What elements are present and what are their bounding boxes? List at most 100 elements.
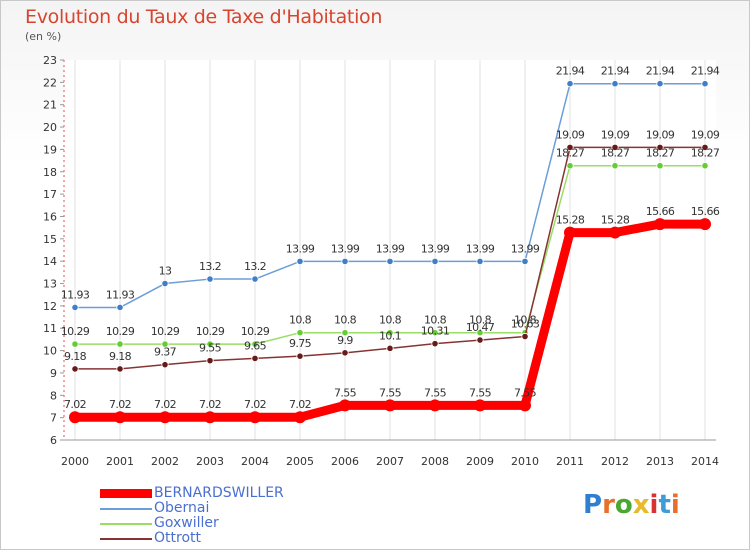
point-goxwiller-2011: [566, 162, 574, 170]
legend-label-goxwiller: Goxwiller: [154, 515, 219, 531]
x-tick-label-2009: 2009: [466, 455, 494, 468]
point-ottrott-2005: [296, 352, 304, 360]
legend-item-obernai: Obernai: [100, 501, 284, 516]
y-tick-label-10: 10: [43, 345, 57, 358]
data-label-obernai-2009: 13.99: [466, 242, 495, 255]
point-bernardswiller-2011: [564, 226, 576, 239]
legend-swatch-goxwiller: [100, 522, 152, 525]
x-tick-label-2014: 2014: [691, 455, 719, 468]
point-bernardswiller-2000: [69, 411, 81, 424]
y-tick-label-23: 23: [43, 54, 57, 67]
point-ottrott-2011: [566, 143, 574, 151]
unit-label: (en %): [25, 30, 62, 43]
chart-title: Evolution du Taux de Taxe d'Habitation: [25, 6, 383, 28]
data-label-bernardswiller-2013: 15.66: [646, 205, 675, 218]
x-tick-label-2002: 2002: [151, 455, 179, 468]
x-tick-label-2011: 2011: [556, 455, 584, 468]
logo-letter: x: [632, 490, 650, 520]
point-ottrott-2003: [206, 357, 214, 365]
data-label-goxwiller-2003: 10.29: [196, 325, 225, 338]
x-tick-label-2013: 2013: [646, 455, 674, 468]
data-label-bernardswiller-2010: 7.55: [514, 386, 537, 399]
logo-letter: i: [649, 490, 659, 520]
legend-label-obernai: Obernai: [154, 500, 210, 516]
data-label-ottrott-2004: 9.65: [244, 339, 267, 352]
point-obernai-2012: [611, 80, 619, 88]
point-obernai-2004: [251, 275, 259, 283]
x-tick-label-2001: 2001: [106, 455, 134, 468]
y-tick-label-14: 14: [43, 255, 57, 268]
data-label-ottrott-2009: 10.47: [466, 321, 495, 334]
point-bernardswiller-2012: [609, 226, 621, 239]
data-label-goxwiller-2002: 10.29: [151, 325, 180, 338]
data-label-bernardswiller-2011: 15.28: [556, 214, 585, 227]
legend-swatch-obernai: [100, 507, 152, 510]
point-goxwiller-2002: [161, 340, 169, 348]
data-label-ottrott-2007: 10.1: [379, 329, 401, 342]
point-goxwiller-2008: [431, 329, 439, 337]
data-label-ottrott-2014: 19.09: [691, 128, 720, 141]
data-label-obernai-2003: 13.2: [199, 260, 221, 273]
point-goxwiller-2004: [251, 340, 259, 348]
point-obernai-2002: [161, 279, 169, 288]
point-ottrott-2006: [341, 349, 349, 357]
data-label-goxwiller-2001: 10.29: [106, 325, 135, 338]
x-tick-label-2000: 2000: [61, 455, 89, 468]
point-bernardswiller-2010: [519, 399, 531, 412]
point-obernai-2011: [566, 80, 574, 88]
x-tick-label-2010: 2010: [511, 455, 539, 468]
x-tick-label-2003: 2003: [196, 455, 224, 468]
point-ottrott-2004: [251, 354, 259, 363]
logo-letter: r: [602, 490, 615, 520]
y-tick-label-6: 6: [50, 434, 57, 447]
data-label-obernai-2005: 13.99: [286, 242, 315, 255]
data-label-obernai-2006: 13.99: [331, 242, 360, 255]
point-obernai-2003: [206, 275, 214, 283]
y-tick-label-7: 7: [50, 412, 57, 425]
data-label-goxwiller-2010: 10.8: [514, 314, 537, 327]
data-label-obernai-2014: 21.94: [691, 65, 720, 78]
data-label-bernardswiller-2002: 7.02: [154, 398, 176, 411]
point-goxwiller-2003: [206, 340, 214, 348]
point-goxwiller-2014: [701, 162, 709, 170]
chart-legend: BERNARDSWILLER Obernai Goxwiller Ottrott: [100, 486, 284, 546]
data-label-goxwiller-2000: 10.29: [61, 325, 90, 338]
point-ottrott-2007: [386, 344, 394, 352]
y-tick-label-17: 17: [43, 188, 57, 201]
data-label-obernai-2013: 21.94: [646, 65, 675, 78]
data-label-obernai-2007: 13.99: [376, 242, 405, 255]
point-ottrott-2008: [431, 340, 439, 348]
data-label-obernai-2008: 13.99: [421, 242, 450, 255]
point-ottrott-2001: [116, 365, 124, 373]
point-bernardswiller-2009: [474, 399, 486, 412]
legend-label-ottrott: Ottrott: [154, 530, 201, 546]
data-label-goxwiller-2011: 18.27: [556, 147, 585, 160]
data-label-obernai-2002: 13: [159, 265, 172, 278]
data-label-ottrott-2012: 19.09: [601, 128, 630, 141]
proxiti-logo: Proxiti: [583, 490, 680, 520]
point-obernai-2008: [431, 257, 439, 265]
data-label-ottrott-2003: 9.55: [199, 342, 222, 355]
legend-swatch-bernardswiller: [100, 489, 152, 498]
data-label-ottrott-2011: 19.09: [556, 128, 585, 141]
data-label-ottrott-2006: 9.9: [337, 334, 353, 347]
point-goxwiller-2009: [476, 329, 484, 337]
data-label-bernardswiller-2012: 15.28: [601, 214, 630, 227]
x-tick-label-2005: 2005: [286, 455, 314, 468]
y-tick-label-22: 22: [43, 76, 57, 89]
y-tick-label-8: 8: [50, 389, 57, 402]
x-tick-label-2012: 2012: [601, 455, 629, 468]
point-goxwiller-2000: [71, 340, 79, 348]
data-label-obernai-2011: 21.94: [556, 65, 585, 78]
point-bernardswiller-2013: [654, 218, 666, 231]
point-bernardswiller-2008: [429, 399, 441, 412]
y-tick-label-16: 16: [43, 210, 57, 223]
point-obernai-2013: [656, 80, 664, 88]
data-label-bernardswiller-2005: 7.02: [289, 398, 311, 411]
point-goxwiller-2012: [611, 162, 619, 170]
data-label-goxwiller-2005: 10.8: [289, 314, 312, 327]
data-label-obernai-2001: 11.93: [106, 288, 135, 301]
data-label-goxwiller-2006: 10.8: [334, 314, 357, 327]
data-label-ottrott-2013: 19.09: [646, 128, 675, 141]
